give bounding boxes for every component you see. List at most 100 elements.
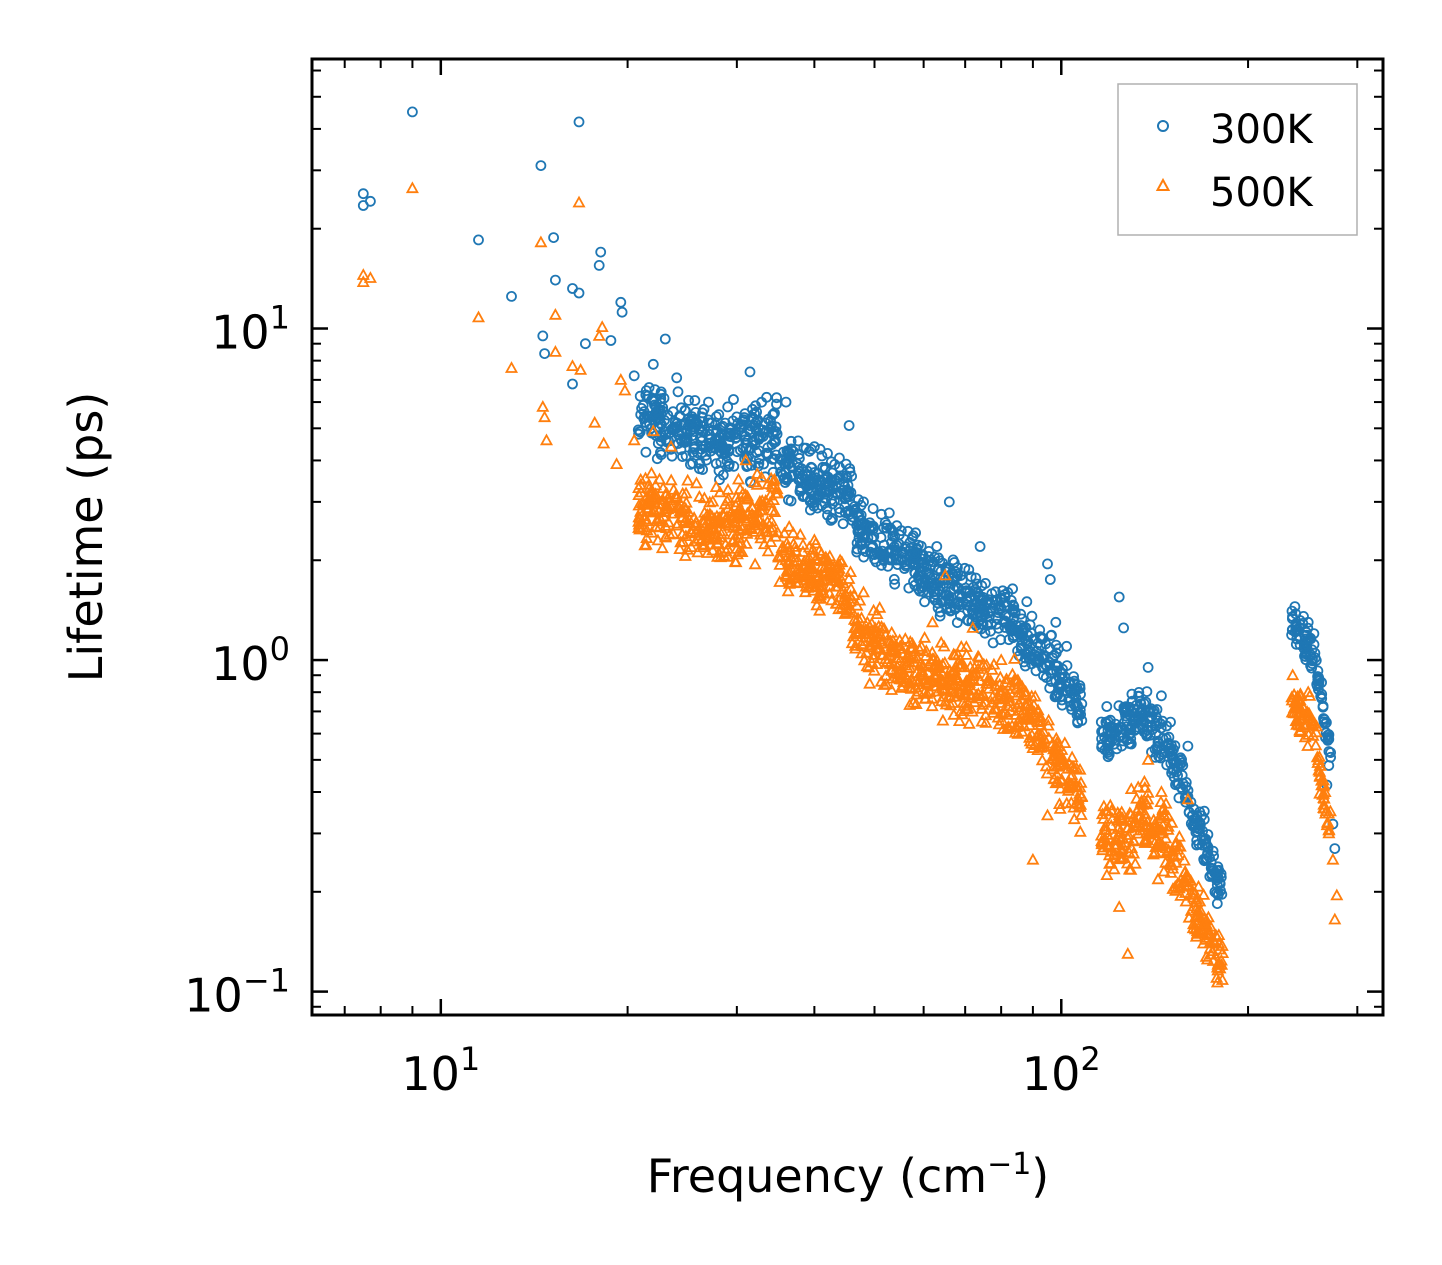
data-point bbox=[1312, 753, 1326, 765]
data-point bbox=[927, 556, 939, 568]
data-point bbox=[1189, 901, 1204, 914]
data-point bbox=[645, 505, 660, 518]
data-point bbox=[1112, 900, 1126, 912]
data-point bbox=[506, 290, 517, 302]
data-point bbox=[1161, 819, 1175, 832]
data-point bbox=[762, 442, 774, 454]
data-point bbox=[632, 498, 646, 511]
data-point bbox=[1321, 717, 1332, 728]
data-point bbox=[712, 545, 726, 558]
data-point bbox=[784, 447, 796, 459]
data-point bbox=[664, 473, 678, 486]
data-point bbox=[651, 453, 663, 465]
data-point bbox=[1024, 702, 1038, 714]
data-point bbox=[860, 615, 874, 628]
data-point bbox=[1133, 687, 1145, 698]
data-point bbox=[889, 578, 901, 590]
data-point bbox=[1151, 872, 1165, 885]
data-point bbox=[1149, 840, 1163, 852]
data-point bbox=[1022, 718, 1037, 730]
data-point bbox=[780, 466, 792, 478]
data-point bbox=[1182, 791, 1194, 802]
data-point bbox=[842, 572, 856, 584]
data-point bbox=[659, 501, 673, 514]
data-point bbox=[862, 532, 874, 544]
data-point bbox=[696, 523, 710, 536]
data-point bbox=[1159, 855, 1173, 868]
data-point bbox=[840, 458, 852, 470]
data-point bbox=[1098, 822, 1112, 835]
data-point bbox=[471, 310, 486, 323]
data-point bbox=[1140, 797, 1154, 810]
data-point bbox=[644, 466, 659, 479]
data-point bbox=[731, 472, 746, 485]
data-point bbox=[406, 106, 418, 118]
data-point bbox=[1152, 735, 1164, 747]
data-point bbox=[857, 653, 871, 666]
data-point bbox=[723, 430, 735, 442]
data-point bbox=[893, 538, 905, 550]
data-point bbox=[759, 493, 773, 506]
data-point bbox=[1050, 639, 1062, 651]
data-point bbox=[710, 458, 722, 470]
data-point bbox=[934, 610, 946, 622]
data-point bbox=[1019, 688, 1033, 700]
data-point bbox=[1299, 633, 1311, 645]
data-point bbox=[1029, 649, 1040, 661]
data-point bbox=[824, 569, 838, 581]
data-point bbox=[1125, 733, 1137, 745]
data-point bbox=[991, 618, 1002, 630]
data-point bbox=[1007, 652, 1021, 664]
data-point bbox=[1313, 671, 1324, 683]
data-point bbox=[1319, 718, 1331, 730]
data-point bbox=[1198, 805, 1210, 817]
data-point bbox=[1322, 822, 1336, 835]
data-point bbox=[548, 232, 559, 244]
data-point bbox=[729, 499, 743, 511]
data-point bbox=[918, 691, 932, 704]
data-point bbox=[683, 394, 694, 406]
data-point bbox=[1002, 587, 1014, 598]
data-point bbox=[926, 652, 940, 664]
data-point bbox=[1209, 886, 1221, 898]
data-point bbox=[1102, 747, 1114, 758]
data-point bbox=[1165, 716, 1176, 728]
data-point bbox=[592, 329, 606, 341]
data-point bbox=[794, 486, 806, 497]
data-point bbox=[1018, 633, 1030, 644]
data-point bbox=[943, 496, 955, 508]
data-point bbox=[364, 195, 376, 207]
data-point bbox=[1148, 705, 1160, 716]
data-point bbox=[778, 446, 789, 458]
data-point bbox=[833, 553, 847, 566]
data-point bbox=[1050, 660, 1061, 672]
data-point bbox=[904, 672, 919, 685]
data-point bbox=[779, 553, 793, 565]
data-point bbox=[1052, 797, 1067, 809]
data-point bbox=[634, 520, 648, 533]
data-point bbox=[1067, 812, 1081, 825]
data-point bbox=[903, 582, 915, 594]
data-point bbox=[805, 443, 817, 455]
data-point bbox=[1309, 738, 1323, 751]
data-point bbox=[787, 550, 801, 563]
data-point bbox=[843, 565, 858, 577]
data-point bbox=[797, 557, 811, 570]
data-point bbox=[639, 501, 654, 513]
data-point bbox=[1317, 778, 1331, 790]
data-point bbox=[964, 590, 975, 602]
data-point bbox=[870, 607, 884, 619]
data-point bbox=[1118, 622, 1129, 634]
data-point bbox=[794, 452, 805, 464]
data-point bbox=[1286, 668, 1300, 681]
data-point bbox=[1121, 828, 1135, 840]
data-point bbox=[788, 540, 802, 552]
data-point bbox=[1050, 647, 1062, 659]
data-point bbox=[731, 411, 743, 423]
data-point bbox=[976, 594, 988, 605]
data-point bbox=[1033, 729, 1047, 742]
data-point bbox=[654, 417, 666, 429]
data-point bbox=[1066, 688, 1078, 699]
data-point bbox=[990, 612, 1002, 624]
data-point bbox=[713, 530, 727, 543]
